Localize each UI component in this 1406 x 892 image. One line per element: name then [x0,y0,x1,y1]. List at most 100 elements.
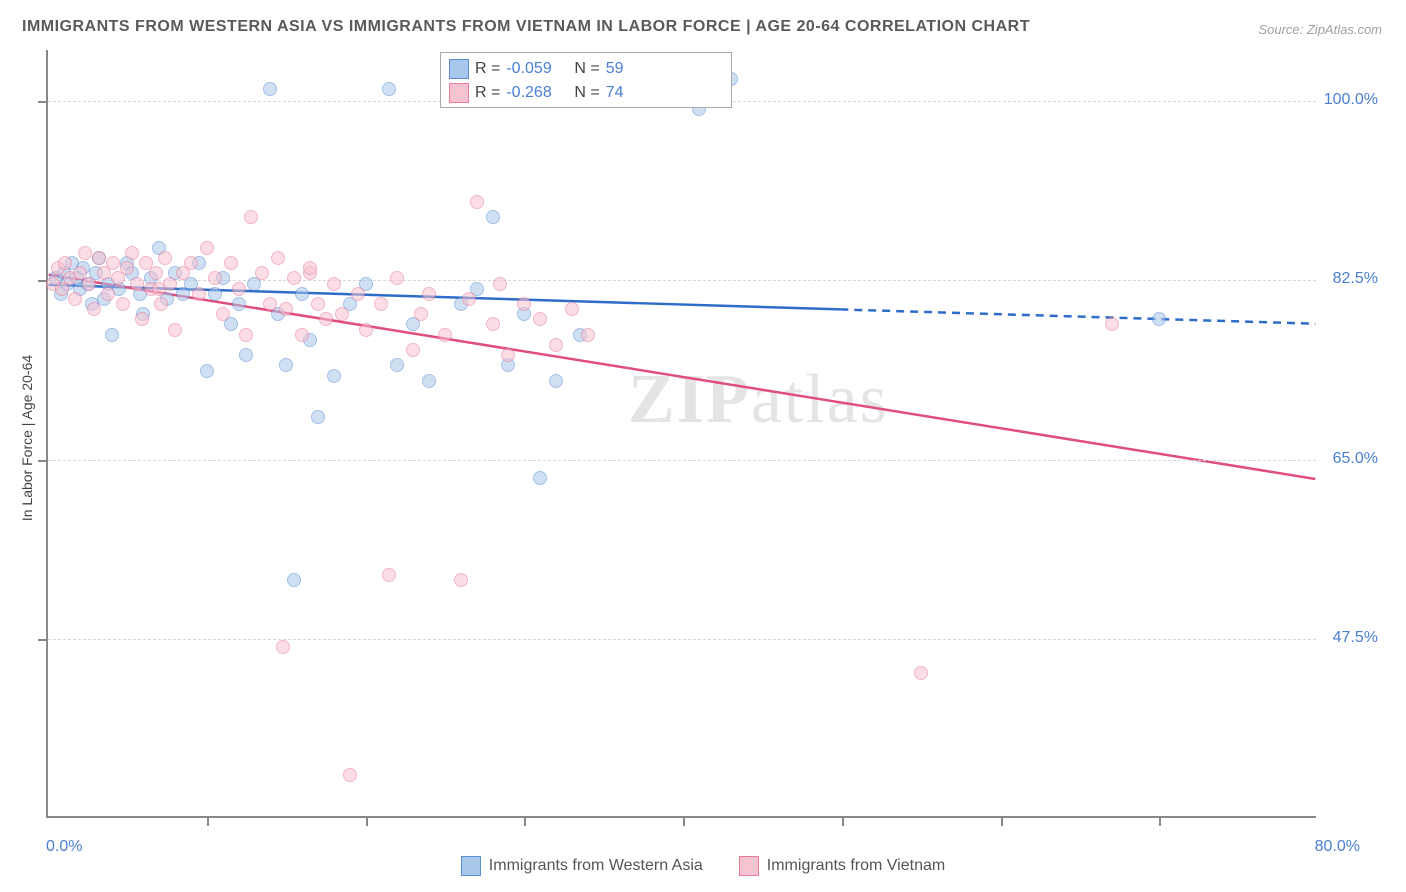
x-axis-min-label: 0.0% [46,838,82,856]
data-point [82,277,96,291]
data-point [184,256,198,270]
data-point [224,256,238,270]
data-point [87,302,101,316]
data-point [244,210,258,224]
x-axis-tick [207,816,209,826]
watermark: ZIPatlas [628,360,889,440]
data-point [101,287,115,301]
data-point [390,271,404,285]
chart-title: IMMIGRANTS FROM WESTERN ASIA VS IMMIGRAN… [22,18,1030,36]
data-point [116,297,130,311]
gridline [48,639,1316,640]
data-point [130,277,144,291]
legend-r-label: R = [475,60,500,78]
y-axis-label: In Labor Force | Age 20-64 [19,355,35,521]
legend-swatch [739,856,759,876]
data-point [359,323,373,337]
data-point [327,277,341,291]
data-point [549,338,563,352]
data-point [335,307,349,321]
data-point [422,374,436,388]
x-axis-tick [524,816,526,826]
trend-lines-layer [48,50,1316,816]
data-point [58,256,72,270]
x-axis-tick [366,816,368,826]
watermark-light: atlas [751,361,889,438]
data-point [135,312,149,326]
watermark-bold: ZIP [628,361,751,438]
data-point [533,471,547,485]
legend-n-label: N = [574,60,599,78]
data-point [208,271,222,285]
data-point [232,297,246,311]
data-point [78,246,92,260]
data-point [216,307,230,321]
data-point [279,302,293,316]
data-point [374,297,388,311]
data-point [120,261,134,275]
data-point [486,210,500,224]
data-point [271,251,285,265]
data-point [263,82,277,96]
data-point [486,317,500,331]
data-point [287,271,301,285]
data-point [263,297,277,311]
legend-r-label: R = [475,84,500,102]
legend-row: R = -0.268 N = 74 [449,81,723,105]
data-point [311,410,325,424]
data-point [255,266,269,280]
data-point [154,297,168,311]
legend-n-label: N = [574,84,599,102]
data-point [382,82,396,96]
data-point [92,251,106,265]
data-point [581,328,595,342]
legend-r-value: -0.059 [506,60,568,78]
data-point [158,251,172,265]
data-point [287,573,301,587]
data-point [1152,312,1166,326]
data-point [152,282,166,296]
legend-swatch [449,59,469,79]
data-point [549,374,563,388]
series-legend: Immigrants from Western Asia Immigrants … [0,856,1406,876]
legend-n-value: 59 [606,60,624,78]
data-point [68,292,82,306]
data-point [422,287,436,301]
data-point [533,312,547,326]
legend-label: Immigrants from Western Asia [489,857,703,875]
data-point [125,246,139,260]
legend-n-value: 74 [606,84,624,102]
y-tick-label: 100.0% [1324,91,1378,109]
data-point [105,328,119,342]
data-point [493,277,507,291]
data-point [303,261,317,275]
x-axis-tick [842,816,844,826]
data-point [106,256,120,270]
data-point [295,328,309,342]
scatter-chart: ZIPatlas [46,50,1316,818]
data-point [192,287,206,301]
data-point [351,287,365,301]
legend-item: Immigrants from Vietnam [739,856,945,876]
data-point [914,666,928,680]
y-tick-label: 47.5% [1333,629,1378,647]
legend-swatch [449,83,469,103]
data-point [343,768,357,782]
data-point [390,358,404,372]
x-axis-tick [683,816,685,826]
data-point [149,266,163,280]
data-point [565,302,579,316]
source-attribution: Source: ZipAtlas.com [1258,22,1382,37]
y-tick-label: 82.5% [1333,270,1378,288]
data-point [311,297,325,311]
data-point [501,348,515,362]
legend-swatch [461,856,481,876]
data-point [239,328,253,342]
legend-r-value: -0.268 [506,84,568,102]
data-point [454,573,468,587]
correlation-legend: R = -0.059 N = 59 R = -0.268 N = 74 [440,52,732,108]
y-tick-label: 65.0% [1333,450,1378,468]
data-point [462,292,476,306]
y-axis-tick [38,639,48,641]
y-axis-tick [38,101,48,103]
